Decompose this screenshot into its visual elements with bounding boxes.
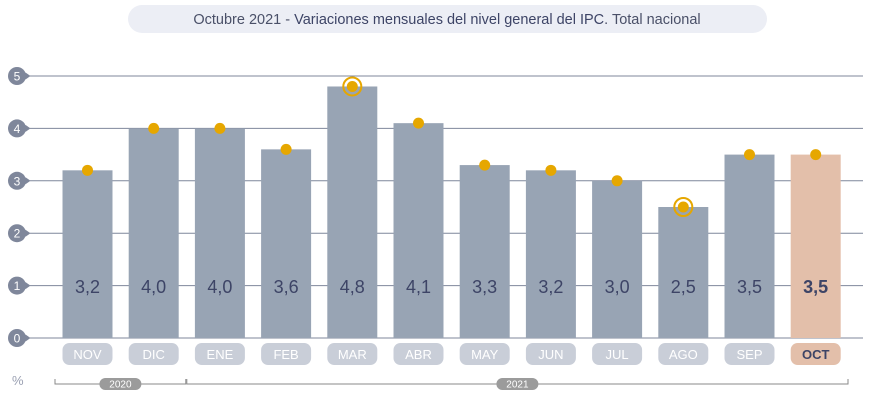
category-label: ABR: [405, 347, 432, 362]
value-label: 3,5: [737, 277, 762, 297]
bar-may[interactable]: [459, 165, 510, 338]
category-pill: [658, 343, 709, 365]
category-label: DIC: [143, 347, 165, 362]
y-tick-pointer: [25, 72, 31, 80]
bars-layer: [62, 86, 841, 338]
category-pill: [327, 343, 378, 365]
category-label: MAR: [338, 347, 367, 362]
marker-dot: [280, 143, 292, 155]
marker-dot: [677, 201, 689, 213]
value-label: 2,5: [671, 277, 696, 297]
year-badge: [496, 378, 539, 390]
bar-abr[interactable]: [393, 123, 444, 338]
marker-dot: [744, 149, 755, 161]
category-pill: [194, 343, 245, 365]
value-label: 3,0: [605, 277, 630, 297]
chart-title-main: Variaciones mensuales del nivel general …: [294, 12, 604, 28]
bar-oct[interactable]: [790, 154, 841, 338]
category-label: AGO: [669, 347, 698, 362]
year-label: 2021: [506, 380, 529, 391]
year-label: 2020: [109, 380, 132, 391]
value-label: 3,2: [75, 277, 100, 297]
y-tick-label: 5: [14, 70, 21, 84]
value-label: 4,0: [207, 277, 232, 297]
y-tick-badge: [8, 171, 26, 190]
value-label: 3,2: [538, 277, 563, 297]
y-tick-pointer: [25, 177, 31, 185]
marker-dot: [545, 164, 557, 176]
year-badge: [99, 378, 142, 390]
y-tick-label: 1: [14, 279, 21, 293]
marker-dot: [479, 159, 491, 171]
bar-mar[interactable]: [327, 86, 378, 338]
marker-dot: [413, 117, 424, 129]
y-tick-badge: [8, 224, 26, 243]
marker-ring: [673, 197, 694, 217]
category-pill: [128, 343, 179, 365]
bar-ene[interactable]: [194, 128, 245, 338]
category-label: SEP: [736, 347, 762, 362]
category-label: NOV: [73, 347, 102, 362]
labels-layer: 3,2 NOV 4,0 DIC 4,0 ENE 3,6 FEB 4,8 MAR 4,1 ABR 3,3 M…: [62, 277, 841, 365]
chart-title-suffix: . Total nacional: [604, 12, 700, 28]
category-label: MAY: [471, 347, 499, 362]
marker-dot: [346, 80, 358, 92]
bar-dic[interactable]: [128, 128, 179, 338]
category-label: ENE: [207, 347, 234, 362]
y-tick-badge: [8, 119, 26, 138]
category-label: JUL: [606, 347, 629, 362]
y-tick-label: 3: [14, 174, 21, 188]
bar-jun[interactable]: [525, 170, 576, 338]
y-tick-label: 4: [14, 122, 21, 136]
y-tick-pointer: [25, 282, 31, 290]
category-pill: [459, 343, 510, 365]
y-tick-pointer: [25, 334, 31, 342]
category-label: FEB: [273, 347, 298, 362]
value-label: 3,3: [472, 277, 497, 297]
y-tick-badge: [8, 329, 26, 347]
value-label: 4,8: [340, 277, 365, 297]
value-label: 4,0: [141, 277, 166, 297]
category-label: OCT: [802, 347, 830, 362]
category-pill: [790, 343, 841, 365]
title-pill: [128, 5, 767, 33]
chart-title-prefix: Octubre 2021 -: [193, 12, 294, 28]
y-tick-label: 0: [14, 332, 21, 346]
value-label: 3,5: [803, 277, 828, 297]
y-tick-badge: [8, 276, 26, 295]
bar-ago[interactable]: [658, 207, 709, 338]
category-pill: [525, 343, 576, 365]
chart-title: Octubre 2021 - Variaciones mensuales del…: [193, 12, 700, 28]
category-pill: [261, 343, 312, 365]
marker-dot: [611, 175, 623, 187]
markers-layer: [82, 76, 822, 217]
category-pill: [62, 343, 113, 365]
marker-dot: [214, 122, 226, 134]
y-tick-pointer: [25, 229, 31, 237]
category-pill: [393, 343, 444, 365]
value-label: 4,1: [406, 277, 431, 297]
category-pill: [592, 343, 643, 365]
category-pill: [724, 343, 775, 365]
marker-dot: [82, 164, 93, 176]
y-tick-pointer: [25, 124, 31, 132]
bar-nov[interactable]: [62, 170, 113, 338]
bar-feb[interactable]: [261, 149, 312, 338]
value-label: 3,6: [274, 277, 299, 297]
year-groups-layer: 2020 2021: [54, 378, 849, 391]
marker-dot: [148, 122, 160, 134]
marker-ring: [342, 76, 363, 97]
bar-sep[interactable]: [724, 154, 775, 338]
category-label: JUN: [538, 347, 563, 362]
unit-label: %: [12, 373, 24, 388]
y-tick-badge: [8, 67, 26, 85]
y-tick-label: 2: [14, 227, 21, 241]
bar-jul[interactable]: [592, 180, 643, 338]
marker-dot: [810, 149, 822, 161]
